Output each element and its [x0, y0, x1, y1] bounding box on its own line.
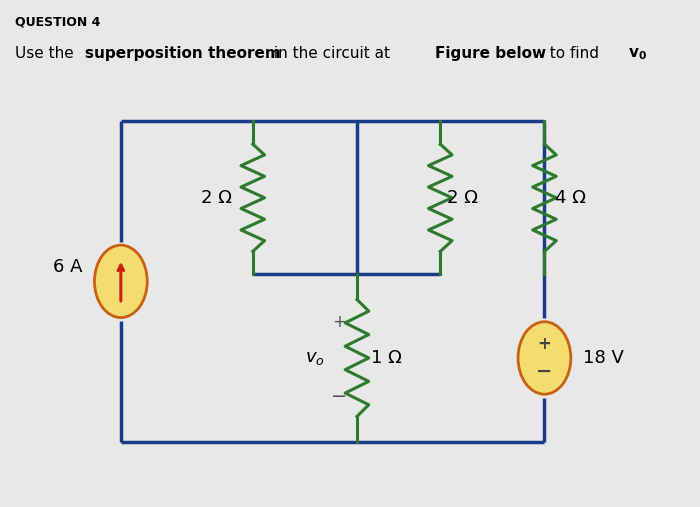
Ellipse shape	[518, 322, 570, 394]
Text: −: −	[536, 362, 552, 381]
Text: 4 Ω: 4 Ω	[555, 189, 586, 207]
Text: Figure below: Figure below	[435, 46, 547, 61]
Text: 2 Ω: 2 Ω	[447, 189, 478, 207]
Text: 6 A: 6 A	[53, 259, 83, 276]
Text: superposition theorem: superposition theorem	[85, 46, 281, 61]
Text: Use the: Use the	[15, 46, 79, 61]
Text: 18 V: 18 V	[582, 349, 624, 367]
Text: +: +	[538, 335, 552, 353]
Text: to find: to find	[540, 46, 604, 61]
Ellipse shape	[94, 245, 147, 317]
Text: $v_o$: $v_o$	[305, 349, 326, 367]
Text: −: −	[331, 387, 348, 406]
Text: 1 Ω: 1 Ω	[371, 349, 402, 367]
Text: 2 Ω: 2 Ω	[201, 189, 232, 207]
Text: $\mathbf{v_0}$: $\mathbf{v_0}$	[628, 46, 647, 62]
Text: in the circuit at: in the circuit at	[269, 46, 395, 61]
Text: +: +	[332, 313, 346, 331]
Text: QUESTION 4: QUESTION 4	[15, 15, 101, 28]
